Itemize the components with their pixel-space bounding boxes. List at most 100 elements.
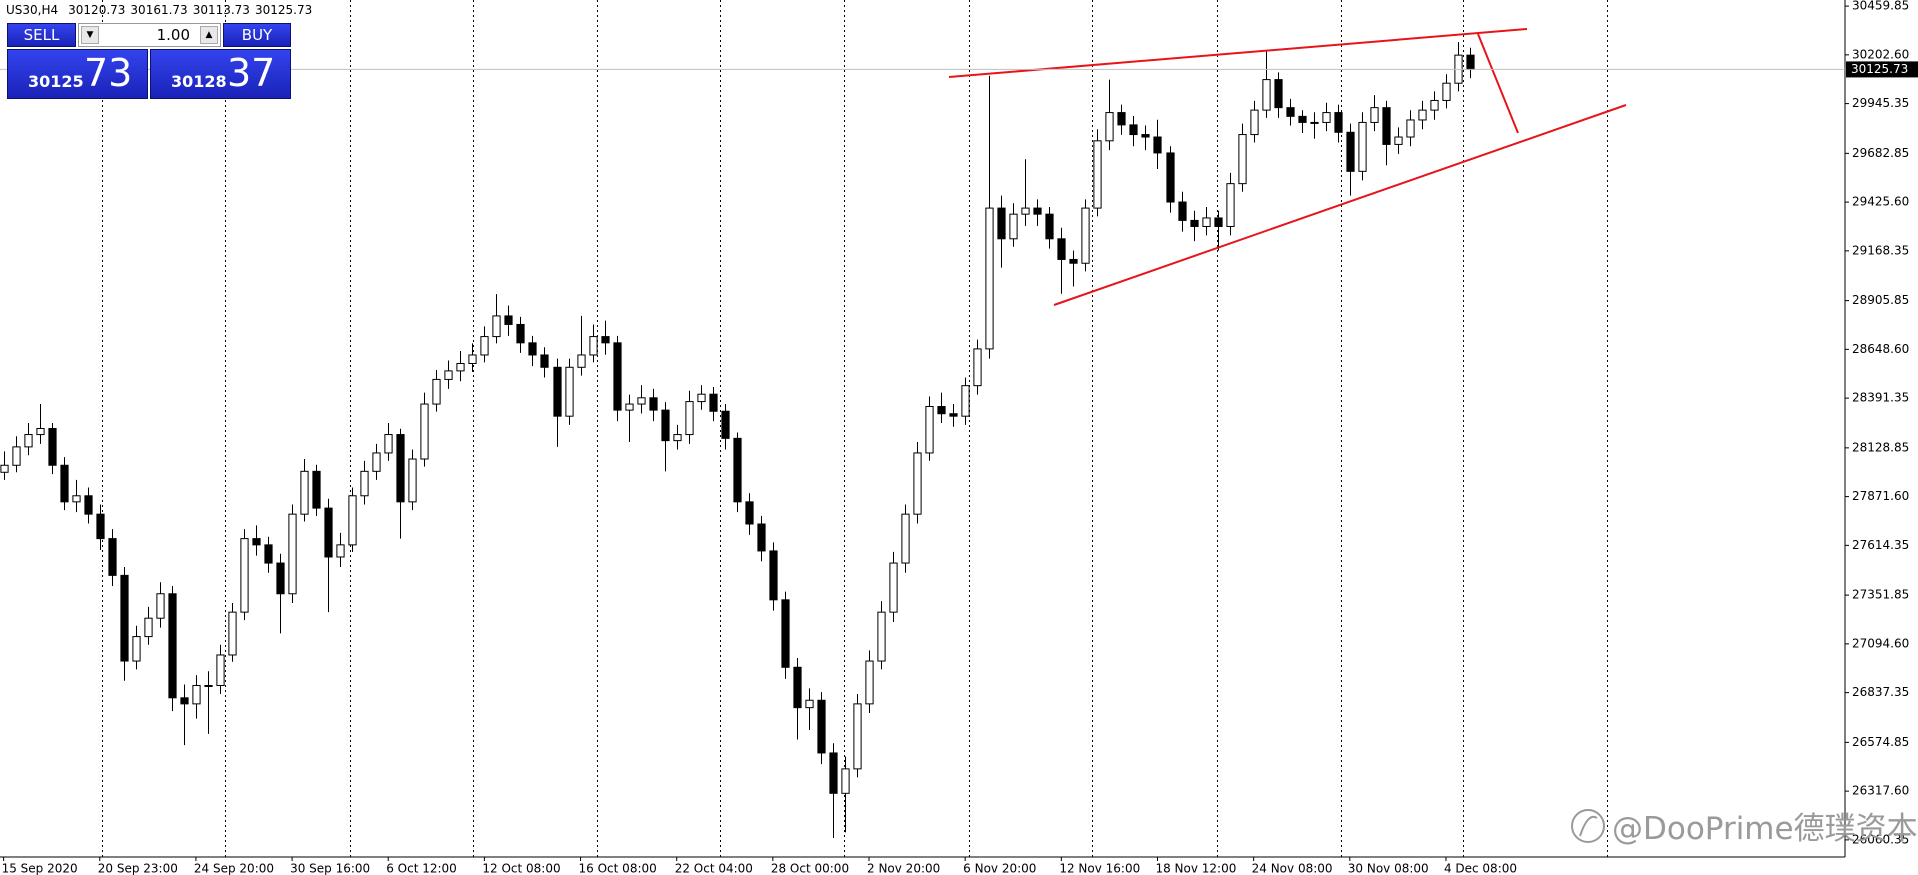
candle-body [468,354,477,364]
candle-body [252,538,261,546]
buy-price-main: 30128 [171,72,227,91]
candle-body [276,562,285,595]
x-tick-label: 4 Dec 08:00 [1444,862,1517,875]
candle-body [36,428,45,436]
x-tick-label: 12 Nov 16:00 [1059,862,1140,875]
symbol: US30,H4 [6,3,58,17]
candle-body [1117,112,1126,126]
y-tick-label: 29168.35 [1852,243,1909,257]
candle-body [48,428,57,466]
candle-body [420,403,429,460]
candle-body [925,406,934,454]
candle-body [1322,112,1331,123]
trade-panel: SELL ▼ 1.00 ▲ BUY 30125 73 30128 37 [7,23,291,99]
candle-body [1298,115,1307,123]
candle-body [1226,183,1235,227]
candle-body [757,523,766,552]
y-tick-label: 28648.60 [1852,342,1909,356]
x-tick-label: 30 Nov 08:00 [1348,862,1429,875]
y-tick-label: 28905.85 [1852,293,1909,307]
buy-button[interactable]: BUY [223,23,291,47]
candle-body [348,495,357,546]
x-tick-label: 28 Oct 00:00 [771,862,849,875]
x-tick-label: 30 Sep 16:00 [290,862,370,875]
last-price-label: 30125.73 [1851,62,1908,76]
candle-body [444,370,453,380]
candle-body [565,366,574,417]
candle-body [781,599,790,668]
candle-body [625,403,634,411]
candle-body [841,768,850,794]
candle-body [997,207,1006,240]
candles [0,42,1475,839]
candle-body [901,513,910,564]
candle-body [120,574,129,662]
candle-body [180,697,189,705]
candle-body [973,348,982,387]
buy-price[interactable]: 30128 37 [150,49,291,99]
candle-body [60,464,69,503]
last-price-box [1846,61,1918,78]
candle-body [937,406,946,415]
candle-body [877,611,886,662]
header-open: 30120.73 [68,3,125,17]
x-tick-label: 20 Sep 23:00 [98,862,178,875]
watermark-ring [1571,809,1605,843]
candle-body [168,593,177,699]
candle-body [312,470,321,509]
buy-price-pips: 37 [227,51,276,95]
candle-body [661,409,670,442]
y-tick-label: 26317.60 [1852,784,1909,798]
y-tick-label: 28391.35 [1852,391,1909,405]
candle-body [300,470,309,515]
candle-body [1057,238,1066,260]
sell-price[interactable]: 30125 73 [7,49,148,99]
sell-price-main: 30125 [28,72,84,91]
candle-body [1466,54,1475,70]
candle-body [1045,213,1054,240]
x-tick-label: 6 Nov 20:00 [963,862,1036,875]
candle-body [1418,109,1427,121]
x-tick-label: 15 Sep 2020 [2,862,78,875]
candle-body [1442,82,1451,101]
candle-body [480,336,489,356]
chart-header: US30,H4 30120.73 30161.73 30113.73 30125.73 [6,3,312,17]
x-tick-label: 24 Sep 20:00 [194,862,274,875]
candle-body [1190,219,1199,227]
candle-body [336,544,345,558]
x-tick-label: 12 Oct 08:00 [482,862,560,875]
candle-body [685,401,694,436]
candle-body [372,452,381,472]
lot-input[interactable]: ▼ 1.00 ▲ [78,23,221,47]
candle-body [1394,136,1403,145]
sell-price-pips: 73 [84,51,133,95]
y-tick-label: 30202.60 [1852,47,1909,61]
candle-body [1262,79,1271,111]
candle-body [697,393,706,403]
sell-button[interactable]: SELL [7,23,76,47]
candle-body [108,538,117,576]
candle-body [1093,140,1102,209]
y-tick-label: 27351.85 [1852,588,1909,602]
candle-body [456,362,465,372]
lot-decrease[interactable]: ▼ [81,26,99,44]
lot-increase[interactable]: ▲ [200,26,218,44]
y-tick-label: 29945.35 [1852,96,1909,110]
y-tick-label: 26060.35 [1852,832,1909,846]
x-tick-label: 6 Oct 12:00 [386,862,457,875]
x-tick-label: 22 Oct 04:00 [675,862,753,875]
candle-body [516,323,525,344]
candle-body [865,660,874,705]
trend-line-projection [1477,33,1519,134]
y-tick-label: 26574.85 [1852,735,1909,749]
trend-line-lower [1053,104,1627,306]
header-close: 30125.73 [255,3,312,17]
candle-body [721,410,730,439]
candle-body [1286,107,1295,117]
candle-body [1105,112,1114,142]
candle-body [1310,121,1319,124]
candle-body [1214,217,1223,227]
candle-body [1009,213,1018,240]
